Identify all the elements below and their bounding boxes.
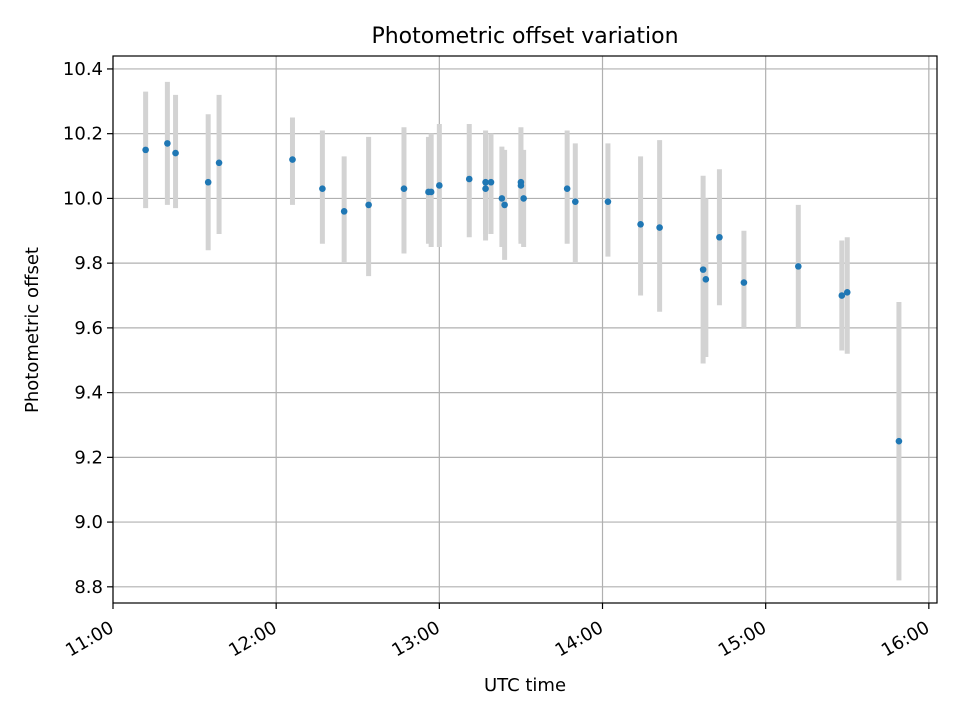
- data-point: [482, 185, 489, 193]
- y-tick-label: 9.0: [74, 512, 103, 533]
- data-point: [164, 140, 171, 147]
- data-point: [838, 292, 846, 299]
- y-tick-label: 9.4: [74, 383, 103, 404]
- data-point: [520, 195, 527, 202]
- data-point: [172, 149, 179, 157]
- y-tick-label: 9.8: [74, 253, 103, 274]
- data-point: [517, 182, 525, 189]
- y-axis-label: Photometric offset: [22, 247, 43, 413]
- data-point: [482, 178, 489, 186]
- plot-frame: [112, 55, 938, 604]
- data-point: [215, 159, 223, 167]
- data-point: [604, 198, 612, 205]
- data-point: [289, 156, 296, 163]
- data-point: [716, 233, 723, 241]
- data-points: [142, 140, 903, 445]
- y-tick-label: 9.6: [74, 318, 103, 339]
- data-point: [563, 185, 571, 193]
- chart-title: Photometric offset variation: [371, 24, 678, 49]
- data-point: [656, 224, 663, 231]
- data-point: [436, 182, 443, 189]
- data-point: [487, 178, 495, 186]
- data-point: [204, 178, 212, 186]
- y-tick-label: 9.2: [74, 447, 103, 468]
- data-point: [699, 266, 707, 273]
- data-point: [427, 188, 435, 196]
- y-tick-label: 8.8: [74, 577, 103, 598]
- data-point: [465, 175, 473, 183]
- y-tick-label: 10.0: [63, 188, 103, 209]
- data-point: [142, 146, 149, 154]
- data-point: [637, 221, 644, 228]
- data-point: [795, 263, 802, 270]
- data-point: [319, 185, 326, 193]
- data-point: [895, 437, 903, 445]
- y-tick-label: 10.2: [63, 124, 103, 145]
- y-tick-label: 10.4: [63, 59, 103, 80]
- data-point: [843, 288, 851, 296]
- data-point: [740, 279, 748, 286]
- data-point: [501, 201, 508, 209]
- data-point: [702, 276, 710, 283]
- x-axis-label: UTC time: [484, 675, 566, 696]
- data-point: [365, 201, 372, 209]
- y-axis-ticks: 8.8 9.0 9.2 9.4 9.6 9.8 10.0 10.2 10.4: [63, 59, 113, 598]
- data-point: [400, 185, 408, 193]
- data-point: [498, 195, 506, 202]
- data-point: [572, 198, 579, 205]
- data-point: [340, 208, 348, 215]
